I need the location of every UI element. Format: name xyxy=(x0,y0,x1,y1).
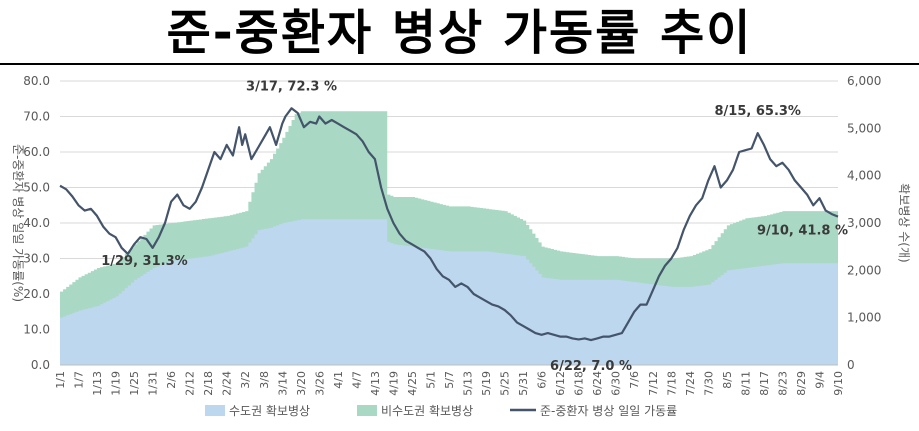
x-tick-label: 9/10 xyxy=(832,371,845,396)
x-tick-label: 5/13 xyxy=(462,371,475,396)
chart-title: 준-중환자 병상 가동률 추이 xyxy=(166,5,753,61)
x-tick-label: 6/18 xyxy=(573,371,586,396)
x-tick-label: 8/5 xyxy=(721,371,734,389)
y-right-tick-label: 3,000 xyxy=(847,216,881,230)
x-tick-label: 4/1 xyxy=(332,371,345,389)
x-tick-label: 7/12 xyxy=(647,371,660,396)
x-tick-label: 7/24 xyxy=(684,371,697,396)
y-left-tick-label: 40.0 xyxy=(23,216,50,230)
x-tick-label: 6/12 xyxy=(554,371,567,396)
x-tick-label: 8/23 xyxy=(776,371,789,396)
y-left-tick-label: 80.0 xyxy=(23,74,50,88)
x-tick-label: 6/30 xyxy=(610,371,623,396)
y-left-tick-label: 10.0 xyxy=(23,323,50,337)
data-annotation: 3/17, 72.3 % xyxy=(246,79,337,94)
x-tick-label: 6/6 xyxy=(536,371,549,389)
x-tick-label: 3/20 xyxy=(295,371,308,396)
x-tick-label: 1/7 xyxy=(73,371,86,389)
data-annotation: 9/10, 41.8 % xyxy=(757,224,848,239)
y-right-tick-label: 1,000 xyxy=(847,311,881,325)
x-tick-label: 7/18 xyxy=(665,371,678,396)
x-tick-label: 3/2 xyxy=(239,371,252,389)
legend-label: 비수도권 확보병상 xyxy=(381,404,473,418)
x-tick-label: 1/13 xyxy=(91,371,104,396)
legend-swatch xyxy=(357,405,377,416)
x-tick-label: 8/17 xyxy=(758,371,771,396)
x-tick-label: 8/29 xyxy=(795,371,808,396)
y-left-tick-label: 30.0 xyxy=(23,252,50,266)
data-annotation: 8/15, 65.3% xyxy=(715,104,801,119)
y-left-tick-label: 60.0 xyxy=(23,145,50,159)
x-tick-label: 4/13 xyxy=(369,371,382,396)
x-tick-label: 2/18 xyxy=(202,371,215,396)
area-metro-beds xyxy=(60,219,838,365)
y-right-axis-title: 확보병상 수(개) xyxy=(897,183,911,262)
y-right-tick-label: 2,000 xyxy=(847,263,881,277)
data-annotation: 1/29, 31.3% xyxy=(101,254,187,269)
x-tick-label: 2/12 xyxy=(184,371,197,396)
y-right-tick-label: 0 xyxy=(847,358,855,372)
x-tick-label: 7/6 xyxy=(628,371,641,389)
series-line-occupancy xyxy=(59,107,839,342)
y-right-tick-label: 4,000 xyxy=(847,169,881,183)
x-tick-label: 7/30 xyxy=(702,371,715,396)
legend-label: 수도권 확보병상 xyxy=(229,404,310,418)
x-tick-label: 2/24 xyxy=(221,371,234,396)
x-tick-label: 4/25 xyxy=(406,371,419,396)
y-left-axis-title: 준-중환자 병상 일일 가동률(%) xyxy=(11,144,25,302)
x-tick-label: 1/25 xyxy=(128,371,141,396)
x-tick-label: 1/31 xyxy=(147,371,160,396)
x-tick-label: 3/26 xyxy=(313,371,326,396)
x-tick-label: 4/7 xyxy=(350,371,363,389)
y-left-tick-label: 50.0 xyxy=(23,181,50,195)
legend-swatch xyxy=(205,405,225,416)
x-tick-label: 1/1 xyxy=(54,371,67,389)
y-right-tick-label: 6,000 xyxy=(847,74,881,88)
x-tick-label: 3/14 xyxy=(276,371,289,396)
x-tick-label: 5/31 xyxy=(517,371,530,396)
y-right-tick-label: 5,000 xyxy=(847,121,881,135)
x-tick-label: 8/11 xyxy=(739,371,752,396)
x-tick-label: 4/19 xyxy=(387,371,400,396)
x-tick-label: 5/7 xyxy=(443,371,456,389)
x-tick-label: 1/19 xyxy=(110,371,123,396)
y-left-tick-label: 20.0 xyxy=(23,287,50,301)
data-annotation: 6/22, 7.0 % xyxy=(550,359,632,374)
x-tick-label: 9/4 xyxy=(813,371,826,389)
y-left-tick-label: 0.0 xyxy=(31,358,50,372)
y-left-tick-label: 70.0 xyxy=(23,110,50,124)
x-tick-label: 3/8 xyxy=(258,371,271,389)
x-tick-label: 5/25 xyxy=(499,371,512,396)
legend-label: 준-중환자 병상 일일 가동률 xyxy=(540,404,677,418)
x-tick-label: 5/1 xyxy=(424,371,437,389)
x-tick-label: 5/19 xyxy=(480,371,493,396)
title-divider xyxy=(0,63,919,65)
x-tick-label: 6/24 xyxy=(591,371,604,396)
x-tick-label: 2/6 xyxy=(165,371,178,389)
